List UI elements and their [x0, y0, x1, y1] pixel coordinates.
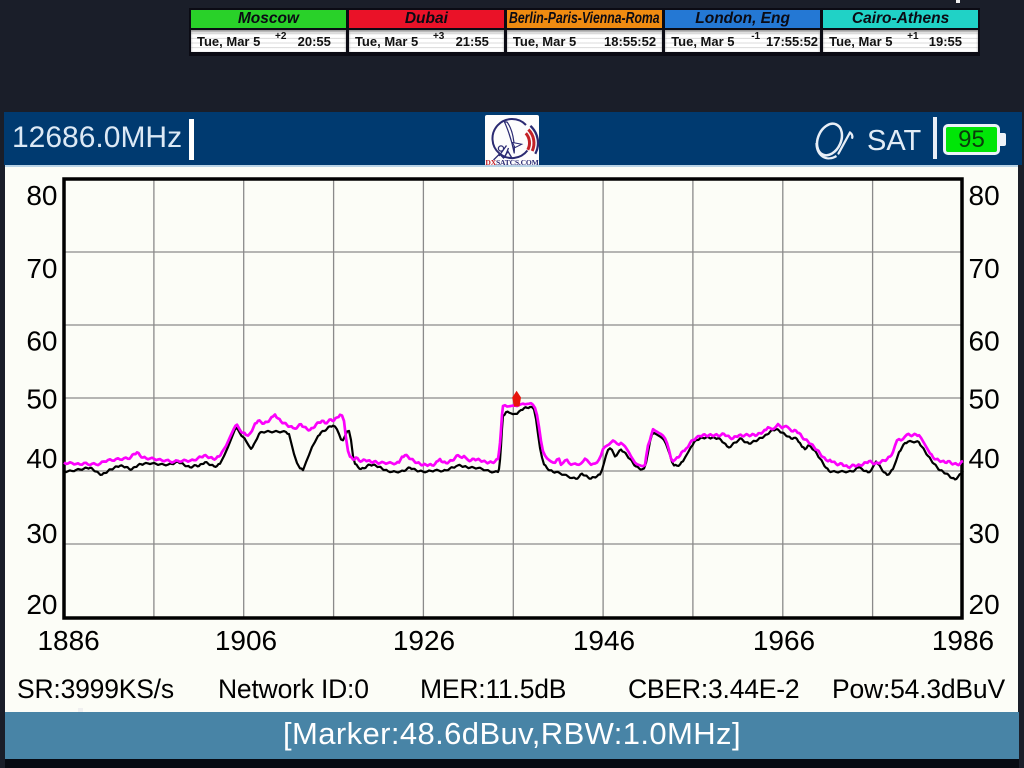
svg-text:30: 30	[969, 518, 1000, 549]
svg-text:1906: 1906	[215, 625, 277, 656]
svg-text:DXSATCS.COM: DXSATCS.COM	[485, 158, 538, 167]
svg-text:80: 80	[969, 180, 1000, 211]
svg-text:30: 30	[26, 518, 57, 549]
svg-text:1886: 1886	[37, 625, 99, 656]
svg-text:1946: 1946	[573, 625, 635, 656]
svg-text:CBER:3.44E-2: CBER:3.44E-2	[628, 674, 799, 704]
svg-text:20: 20	[969, 589, 1000, 620]
svg-text:1926: 1926	[393, 625, 455, 656]
svg-text:50: 50	[969, 384, 1000, 415]
svg-text:Network ID:0: Network ID:0	[218, 674, 369, 704]
svg-text:50: 50	[26, 384, 57, 415]
svg-text:Pow:54.3dBuV: Pow:54.3dBuV	[832, 674, 1005, 704]
svg-text:1966: 1966	[753, 625, 815, 656]
svg-text:70: 70	[969, 253, 1000, 284]
svg-text:1986: 1986	[932, 625, 994, 656]
svg-text:20: 20	[26, 589, 57, 620]
svg-text:40: 40	[969, 443, 1000, 474]
svg-text:60: 60	[26, 326, 57, 357]
svg-text:MER:11.5dB: MER:11.5dB	[420, 674, 566, 704]
svg-text:SR:3999KS/s: SR:3999KS/s	[17, 674, 174, 704]
svg-text:40: 40	[26, 443, 57, 474]
svg-text:60: 60	[969, 326, 1000, 357]
svg-text:70: 70	[26, 253, 57, 284]
svg-text:80: 80	[26, 180, 57, 211]
